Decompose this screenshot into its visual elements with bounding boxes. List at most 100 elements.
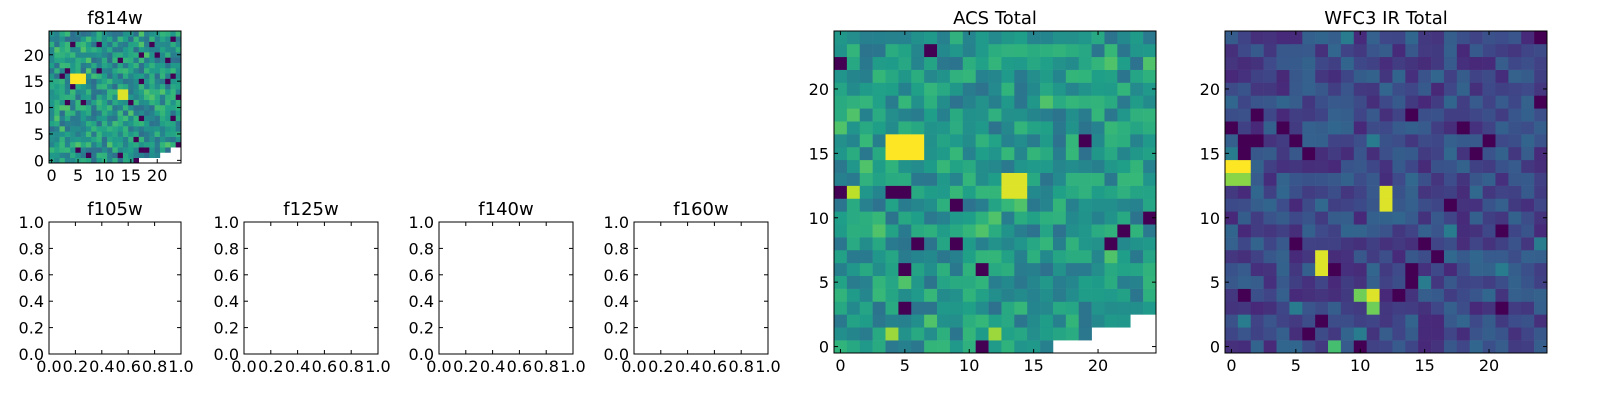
- heatmap-cell: [1340, 69, 1355, 83]
- heatmap-cell: [1263, 237, 1277, 251]
- heatmap-cell: [159, 126, 166, 132]
- heatmap-cell: [1263, 95, 1277, 109]
- heatmap-cell: [1237, 262, 1252, 277]
- heatmap-cell: [924, 43, 938, 58]
- heatmap-cell: [937, 134, 951, 148]
- y-tick-label: 0: [34, 151, 44, 170]
- heatmap-cell: [1392, 249, 1406, 264]
- heatmap-cell: [898, 108, 912, 122]
- heatmap-cell: [59, 41, 66, 48]
- heatmap-cell: [96, 62, 103, 69]
- heatmap-cell: [924, 275, 938, 289]
- heatmap-cell: [988, 146, 1002, 161]
- heatmap-cell: [1014, 327, 1028, 341]
- heatmap-cell: [1014, 314, 1028, 328]
- subplot-title: f125w: [283, 199, 338, 220]
- heatmap-cell: [885, 108, 899, 122]
- heatmap-cell: [128, 115, 134, 122]
- heatmap-cell: [1328, 249, 1342, 264]
- heatmap-cell: [1521, 211, 1535, 225]
- heatmap-cell: [872, 31, 886, 45]
- heatmap-cell: [962, 121, 976, 135]
- subplot-title: WFC3 IR Total: [1324, 8, 1447, 29]
- heatmap-cell: [1495, 288, 1509, 302]
- heatmap-cell: [1443, 237, 1458, 251]
- heatmap-cell: [1379, 134, 1393, 148]
- heatmap-cell: [937, 198, 951, 212]
- heatmap-cell: [1001, 121, 1015, 135]
- heatmap-cell: [1469, 185, 1483, 199]
- heatmap-cell: [1250, 249, 1264, 264]
- heatmap-cell: [937, 340, 951, 354]
- heatmap-cell: [1315, 237, 1329, 251]
- heatmap-cell: [54, 110, 60, 116]
- heatmap-cell: [112, 147, 118, 153]
- heatmap-cell: [170, 36, 177, 42]
- heatmap-cell: [1379, 211, 1393, 225]
- heatmap-cell: [107, 120, 113, 127]
- heatmap-cell: [1104, 82, 1118, 96]
- heatmap-cell: [1534, 262, 1548, 277]
- heatmap-cell: [1495, 108, 1509, 122]
- heatmap-cell: [924, 134, 938, 148]
- subplot-title: f160w: [673, 199, 728, 220]
- heatmap-cell: [122, 104, 129, 111]
- heatmap-cell: [1001, 108, 1015, 122]
- heatmap-cell: [1315, 327, 1329, 341]
- heatmap-cell: [1263, 159, 1277, 173]
- heatmap-cell: [75, 67, 81, 74]
- heatmap-cell: [1250, 134, 1264, 148]
- heatmap-cell: [1237, 146, 1252, 161]
- heatmap-cell: [101, 152, 108, 159]
- heatmap-cell: [1353, 172, 1367, 186]
- heatmap-cell: [1065, 43, 1080, 58]
- heatmap-cell: [107, 110, 113, 116]
- heatmap-cell: [1443, 172, 1458, 186]
- heatmap-cell: [70, 94, 76, 100]
- heatmap-cell: [1405, 340, 1419, 354]
- heatmap-cell: [1052, 314, 1067, 328]
- heatmap-cell: [834, 121, 848, 135]
- heatmap-cell: [54, 147, 60, 153]
- heatmap-cell: [1340, 237, 1355, 251]
- heatmap-cell: [898, 327, 912, 341]
- heatmap-cell: [49, 46, 55, 53]
- heatmap-cell: [1521, 172, 1535, 186]
- heatmap-cell: [1392, 159, 1406, 173]
- heatmap-cell: [1521, 159, 1535, 173]
- heatmap-cell: [911, 211, 925, 225]
- heatmap-cell: [165, 73, 171, 79]
- heatmap-cell: [1250, 262, 1264, 277]
- heatmap-cell: [1014, 159, 1028, 173]
- heatmap-cell: [85, 136, 92, 143]
- heatmap-cell: [1052, 262, 1067, 277]
- heatmap-cell: [1130, 108, 1144, 122]
- heatmap-cell: [128, 67, 134, 74]
- heatmap-cell: [96, 78, 103, 85]
- heatmap-cell: [1276, 159, 1290, 173]
- heatmap-cell: [1508, 82, 1522, 96]
- heatmap-cell: [149, 62, 155, 69]
- y-tick-label: 0: [1210, 338, 1220, 357]
- heatmap-cell: [154, 141, 161, 148]
- heatmap-cell: [159, 57, 166, 63]
- heatmap-cell: [1469, 95, 1483, 109]
- heatmap-cell: [159, 62, 166, 69]
- heatmap-cell: [96, 94, 103, 100]
- heatmap-cell: [1431, 108, 1445, 122]
- y-tick-label: 5: [34, 125, 44, 144]
- heatmap-cell: [1250, 43, 1264, 58]
- heatmap-cell: [85, 110, 92, 116]
- heatmap-cell: [1315, 134, 1329, 148]
- heatmap-cell: [96, 104, 103, 111]
- heatmap-cell: [1091, 146, 1105, 161]
- heatmap-cell: [54, 141, 60, 148]
- heatmap-cell: [1366, 121, 1380, 135]
- heatmap-cell: [128, 62, 134, 69]
- heatmap-cell: [117, 46, 124, 53]
- heatmap-cell: [1052, 237, 1067, 251]
- heatmap-cell: [133, 31, 140, 37]
- heatmap-cell: [1521, 301, 1535, 315]
- heatmap-cell: [85, 67, 92, 74]
- heatmap-cell: [1379, 224, 1393, 238]
